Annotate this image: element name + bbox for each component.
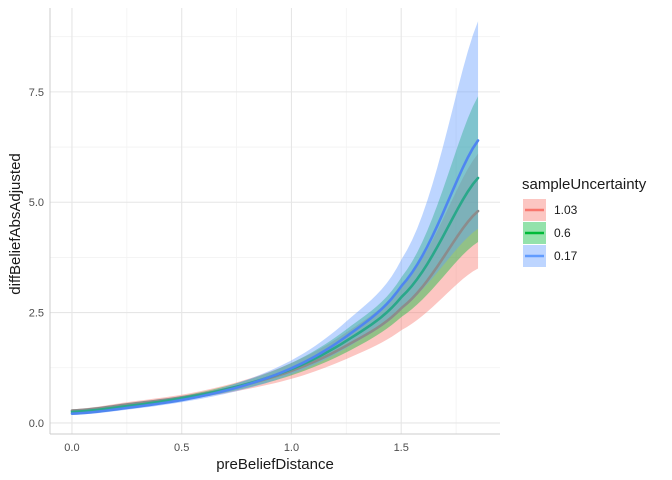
y-tick-label: 0.0 bbox=[29, 418, 44, 430]
series-line-0.17 bbox=[70, 139, 480, 415]
line-layer bbox=[70, 139, 480, 415]
ribbon-0.6 bbox=[71, 96, 479, 413]
legend-keys: 1.03 0.6 0.17 bbox=[523, 199, 578, 267]
x-tick-label: 1.0 bbox=[284, 442, 299, 454]
y-tick-label: 5.0 bbox=[29, 197, 44, 209]
legend-label: 1.03 bbox=[554, 203, 578, 217]
x-axis-title: preBeliefDistance bbox=[216, 456, 334, 473]
legend-label: 0.6 bbox=[554, 226, 571, 240]
x-tick-label: 0.5 bbox=[174, 442, 189, 454]
y-tick-label: 2.5 bbox=[29, 308, 44, 320]
ribbon-layer bbox=[71, 21, 479, 416]
legend-label: 0.17 bbox=[554, 249, 578, 263]
y-tick-label: 7.5 bbox=[29, 87, 44, 99]
grid-layer bbox=[50, 8, 500, 434]
x-tick-label: 1.5 bbox=[394, 442, 409, 454]
x-tick-labels: 0.0 0.5 1.0 1.5 bbox=[64, 442, 409, 454]
y-axis-title: diffBeliefAbsAdjusted bbox=[7, 153, 24, 294]
ribbon-0.17 bbox=[71, 21, 479, 416]
legend-title: sampleUncertainty bbox=[522, 176, 647, 193]
y-tick-labels: 0.0 2.5 5.0 7.5 bbox=[29, 87, 44, 430]
x-tick-label: 0.0 bbox=[64, 442, 79, 454]
legend: sampleUncertainty 1.03 0.6 0.17 bbox=[522, 176, 647, 267]
plot-panel bbox=[49, 8, 500, 435]
